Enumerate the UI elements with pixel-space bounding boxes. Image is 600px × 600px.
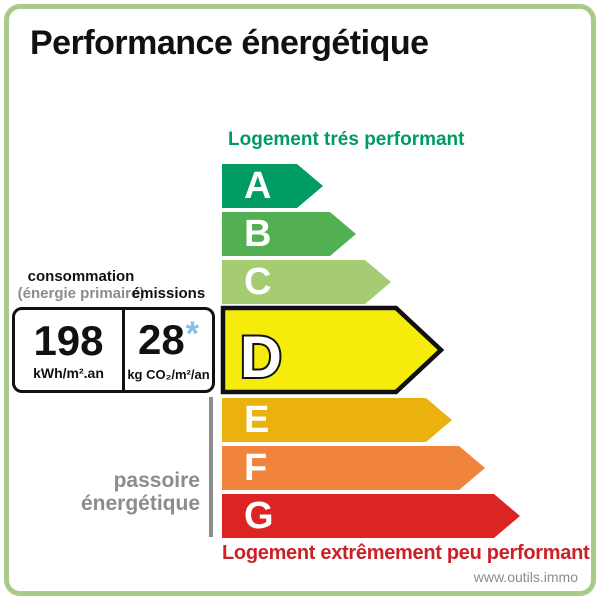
- emissions-asterisk: *: [185, 315, 199, 353]
- watermark-url: www.outils.immo: [473, 569, 578, 585]
- class-g-letter: G: [244, 494, 274, 537]
- class-b-arrow: B: [222, 212, 356, 256]
- consumption-value-box: 198 kWh/m².an: [15, 310, 122, 390]
- class-d-arrow-shape: [220, 305, 445, 395]
- emissions-value-box: 28* kg CO₂/m²/an: [122, 310, 212, 390]
- class-a-letter: A: [244, 164, 272, 207]
- passoire-label-line1: passoire: [113, 469, 200, 492]
- consumption-label-sub: (énergie primaire): [17, 285, 145, 302]
- emissions-unit: kg CO₂/m²/an: [127, 367, 210, 382]
- class-a-arrow: A: [222, 164, 323, 208]
- class-f-letter: F: [244, 446, 268, 489]
- emissions-value: 28*: [138, 315, 199, 363]
- class-e-arrow: E: [222, 398, 452, 442]
- class-e-letter: E: [244, 398, 270, 441]
- class-f-arrow: F: [222, 446, 485, 490]
- consumption-value: 198: [33, 317, 104, 364]
- consumption-unit: kWh/m².an: [33, 365, 104, 381]
- class-b-letter: B: [244, 212, 272, 255]
- passoire-bracket-line: [209, 397, 213, 537]
- class-d-letter: D: [240, 325, 282, 390]
- passoire-label-line2: énergétique: [80, 492, 200, 515]
- passoire-label: passoire énergétique: [20, 469, 200, 515]
- class-c-letter: C: [244, 260, 272, 303]
- header-performant-label: Logement trés performant: [228, 129, 465, 150]
- class-c-arrow: C: [222, 260, 391, 304]
- footer-peu-performant-label: Logement extrêmement peu performant: [222, 542, 590, 564]
- class-g-arrow: G: [222, 494, 520, 538]
- emissions-label: émissions: [131, 285, 206, 302]
- class-d-arrow-selected: D: [220, 305, 445, 395]
- value-boxes: 198 kWh/m².an 28* kg CO₂/m²/an: [12, 307, 215, 393]
- consumption-label: consommation (énergie primaire): [12, 268, 150, 302]
- consumption-label-main: consommation: [27, 268, 135, 285]
- page-title: Performance énergétique: [30, 24, 429, 62]
